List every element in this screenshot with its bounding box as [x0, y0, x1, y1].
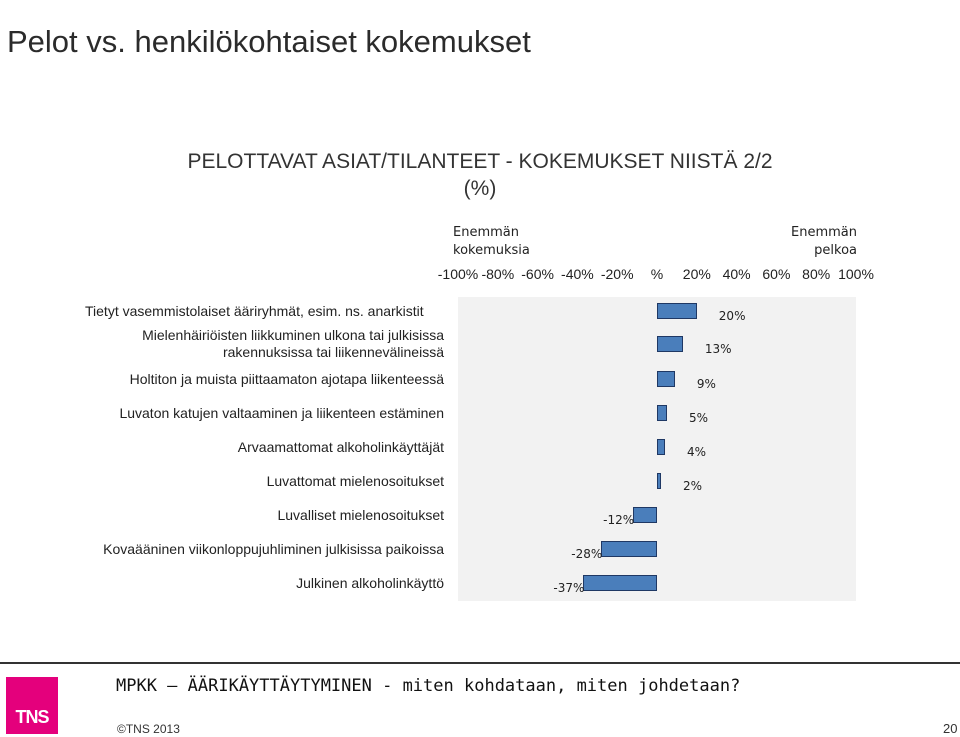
x-tick-label: -60% [521, 266, 554, 282]
x-tick-label: % [650, 266, 664, 282]
bar [657, 439, 665, 455]
chart-title-line2: (%) [463, 177, 497, 200]
bar [657, 303, 697, 319]
category-label-line: Luvattomat mielenosoitukset [266, 472, 444, 489]
category-label-line: Julkinen alkoholinkäyttö [296, 574, 444, 591]
x-tick-label: -20% [600, 266, 634, 282]
category-label: Holtiton ja muista piittaamaton ajotapa … [130, 371, 444, 388]
value-label: 5% [688, 411, 708, 425]
x-tick-label: -80% [481, 266, 515, 282]
bar [601, 541, 657, 557]
bar [657, 473, 661, 489]
value-label: 20% [718, 309, 746, 323]
chart-title: PELOTTAVAT ASIAT/TILANTEET - KOKEMUKSET … [0, 148, 960, 202]
category-label-line: Kovaääninen viikonloppujuhliminen julkis… [103, 540, 444, 557]
copyright: ©TNS 2013 [117, 722, 180, 736]
x-tick-label: 60% [762, 266, 791, 282]
category-label: Arvaamattomat alkoholinkäyttäjät [238, 439, 444, 456]
category-label: Luvattomat mielenosoitukset [267, 473, 444, 490]
footer-text: MPKK – ÄÄRIKÄYTTÄYTYMINEN - miten kohdat… [116, 676, 741, 696]
category-label-line: rakennuksissa tai liikennevälineissä [222, 344, 444, 360]
category-label: Julkinen alkoholinkäyttö [296, 575, 444, 592]
slide-title: Pelot vs. henkilökohtaiset kokemukset [7, 24, 531, 59]
category-label: Tietyt vasemmistolaiset ääriryhmät, esim… [85, 303, 424, 320]
x-tick-label: -100% [437, 266, 479, 282]
logo-text: TNS [15, 707, 50, 727]
page-number: 20 [943, 721, 958, 736]
value-label: 9% [696, 377, 716, 391]
category-label-line: Luvalliset mielenosoitukset [277, 506, 444, 523]
value-label: 2% [682, 479, 703, 493]
chart-title-line1: PELOTTAVAT ASIAT/TILANTEET - KOKEMUKSET … [187, 150, 773, 173]
left-direction-label: Enemmän kokemuksia [453, 225, 530, 258]
value-label: 4% [686, 445, 706, 459]
bar [583, 575, 657, 591]
bar [657, 405, 667, 421]
x-tick-label: 20% [682, 266, 711, 282]
category-label-line: Luvaton katujen valtaaminen ja liikentee… [119, 404, 444, 421]
category-label: Mielenhäiriöisten liikkuminen ulkona tai… [142, 327, 444, 361]
footer-divider [0, 662, 960, 664]
bar [657, 371, 675, 387]
x-tick-label: 100% [838, 266, 874, 282]
value-label: -12% [603, 513, 635, 527]
x-tick-label: 80% [802, 266, 831, 282]
category-label-line: Holtiton ja muista piittaamaton ajotapa … [129, 370, 444, 387]
category-label: Kovaääninen viikonloppujuhliminen julkis… [103, 541, 444, 558]
category-label-line: Arvaamattomat alkoholinkäyttäjät [237, 438, 444, 455]
x-tick-label: -40% [561, 266, 594, 282]
logo: TNS [6, 677, 58, 734]
value-label: -37% [553, 581, 585, 595]
category-label-line: Tietyt vasemmistolaiset ääriryhmät, esim… [85, 302, 424, 319]
bar [633, 507, 657, 523]
category-label-line: Mielenhäiriöisten liikkuminen ulkona tai… [142, 327, 444, 343]
value-label: 13% [704, 342, 732, 356]
value-label: -28% [571, 547, 603, 561]
right-direction-label: Enemmän pelkoa [791, 225, 857, 258]
bar [657, 336, 683, 352]
category-label: Luvalliset mielenosoitukset [277, 507, 444, 524]
category-label: Luvaton katujen valtaaminen ja liikentee… [119, 405, 444, 422]
x-tick-label: 40% [722, 266, 751, 282]
